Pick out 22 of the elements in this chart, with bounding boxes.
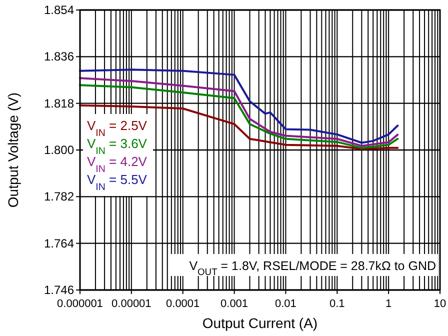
x-tick-label: 10 — [434, 298, 446, 310]
annotation: V$_{OUT}$ = 1.8V, RSEL/MODE = 28.7kΩ to GND — [189, 259, 436, 277]
y-tick-label: 1.800 — [44, 143, 74, 157]
x-tick-label: 0.000001 — [57, 298, 103, 310]
y-tick-label: 1.764 — [44, 236, 74, 250]
x-tick-label: 0.01 — [275, 298, 296, 310]
y-tick-label: 1.854 — [44, 3, 74, 17]
x-tick-label: 0.1 — [329, 298, 345, 310]
y-tick-label: 1.836 — [44, 50, 74, 64]
y-tick-label: 1.746 — [44, 283, 74, 297]
y-tick-label: 1.818 — [44, 96, 74, 110]
x-tick-label: 0.001 — [220, 298, 248, 310]
x-tick-label: 1 — [386, 298, 392, 310]
text: V$_{IN}$ = 4.2V — [87, 154, 148, 174]
x-axis-title: Output Current (A) — [202, 315, 318, 331]
series-label: V$_{IN}$ = 2.5V — [87, 118, 148, 138]
y-axis-title: Output Voltage (V) — [5, 92, 21, 208]
text: V$_{IN}$ = 3.6V — [87, 136, 148, 156]
x-tick-label: 0.0001 — [166, 298, 200, 310]
text: V$_{IN}$ = 5.5V — [87, 172, 148, 192]
x-tick-label: 0.00001 — [112, 298, 152, 310]
y-tick-label: 1.782 — [44, 190, 74, 204]
